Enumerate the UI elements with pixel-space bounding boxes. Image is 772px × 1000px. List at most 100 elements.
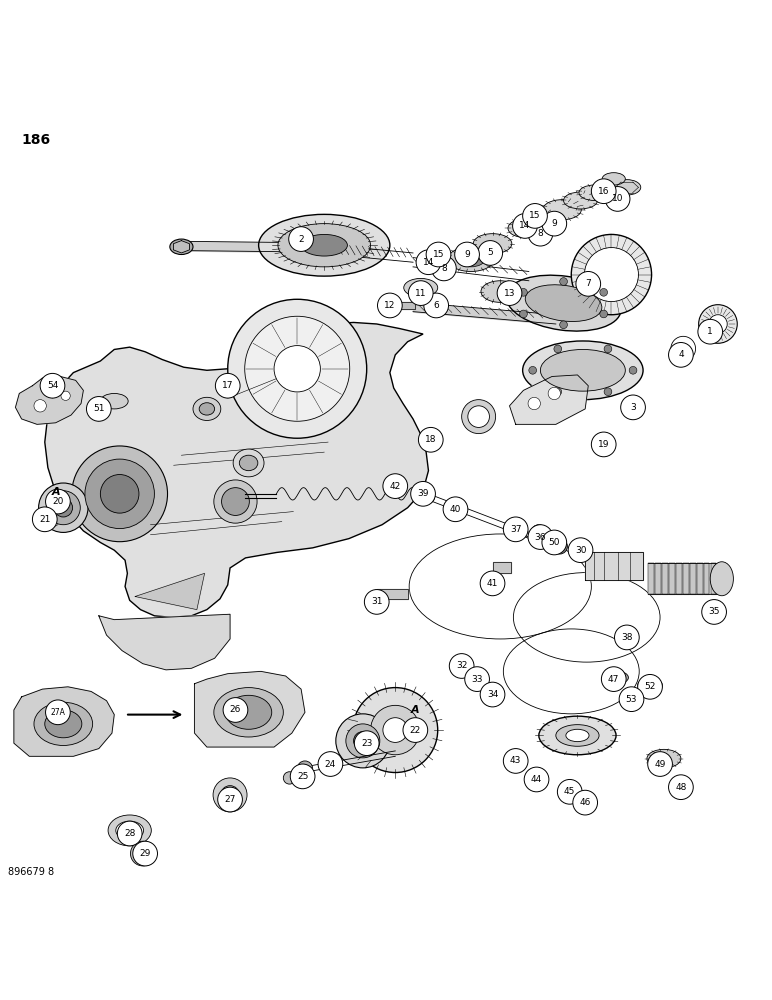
Text: 49: 49: [655, 760, 665, 769]
Circle shape: [698, 319, 723, 344]
Circle shape: [604, 345, 611, 353]
Ellipse shape: [100, 393, 128, 409]
Ellipse shape: [170, 239, 193, 255]
Ellipse shape: [116, 821, 144, 840]
Ellipse shape: [540, 531, 559, 549]
Ellipse shape: [278, 224, 371, 267]
Ellipse shape: [371, 705, 420, 755]
Text: 32: 32: [456, 661, 467, 670]
Ellipse shape: [602, 173, 625, 185]
Text: 30: 30: [575, 546, 586, 555]
Circle shape: [600, 288, 608, 296]
Ellipse shape: [566, 729, 589, 742]
Text: 27A: 27A: [50, 708, 66, 717]
Text: 54: 54: [47, 381, 58, 390]
Ellipse shape: [525, 210, 556, 225]
Ellipse shape: [571, 234, 652, 315]
Circle shape: [503, 517, 528, 542]
Text: 29: 29: [140, 849, 151, 858]
Circle shape: [283, 772, 296, 784]
Polygon shape: [14, 687, 114, 756]
Ellipse shape: [199, 403, 215, 415]
Text: 40: 40: [450, 505, 461, 514]
Polygon shape: [683, 563, 689, 594]
Ellipse shape: [506, 275, 621, 331]
Ellipse shape: [346, 724, 380, 758]
Circle shape: [133, 841, 157, 866]
Circle shape: [422, 491, 435, 503]
Circle shape: [568, 538, 593, 563]
Text: 6: 6: [433, 301, 439, 310]
Ellipse shape: [72, 446, 168, 542]
Ellipse shape: [552, 539, 567, 554]
Ellipse shape: [274, 346, 320, 392]
Ellipse shape: [46, 491, 80, 525]
Circle shape: [424, 293, 449, 318]
Circle shape: [455, 242, 479, 267]
Text: 38: 38: [621, 633, 632, 642]
Circle shape: [497, 281, 522, 305]
Text: 46: 46: [580, 798, 591, 807]
Ellipse shape: [584, 248, 638, 302]
Ellipse shape: [233, 449, 264, 477]
Circle shape: [418, 427, 443, 452]
Text: 4: 4: [678, 350, 684, 359]
Circle shape: [223, 698, 248, 722]
Polygon shape: [377, 589, 408, 599]
Circle shape: [318, 752, 343, 776]
Ellipse shape: [643, 681, 657, 689]
Circle shape: [523, 204, 547, 228]
Text: 19: 19: [598, 440, 609, 449]
Text: 12: 12: [384, 301, 395, 310]
Ellipse shape: [623, 692, 643, 703]
Ellipse shape: [613, 180, 641, 195]
Circle shape: [289, 227, 313, 251]
Ellipse shape: [470, 672, 484, 686]
Polygon shape: [45, 322, 428, 617]
Text: 10: 10: [612, 194, 623, 203]
Text: 44: 44: [531, 775, 542, 784]
Text: 20: 20: [52, 497, 63, 506]
Ellipse shape: [710, 562, 733, 596]
Circle shape: [524, 767, 549, 792]
Circle shape: [117, 821, 142, 846]
Circle shape: [619, 687, 644, 712]
Ellipse shape: [228, 299, 367, 438]
Ellipse shape: [638, 678, 662, 692]
Circle shape: [411, 481, 435, 506]
Circle shape: [34, 400, 46, 412]
Text: 15: 15: [530, 211, 540, 220]
Text: 45: 45: [564, 787, 575, 796]
Text: 17: 17: [222, 381, 233, 390]
Circle shape: [40, 373, 65, 398]
Circle shape: [218, 787, 242, 812]
Text: 8: 8: [441, 264, 447, 273]
Text: 23: 23: [361, 739, 372, 748]
Text: 14: 14: [520, 221, 530, 230]
Circle shape: [573, 790, 598, 815]
Circle shape: [648, 752, 672, 776]
Text: 42: 42: [390, 482, 401, 491]
Circle shape: [548, 387, 560, 400]
Polygon shape: [15, 376, 83, 424]
Text: 5: 5: [487, 248, 493, 257]
Circle shape: [528, 525, 553, 549]
Text: 9: 9: [464, 250, 470, 259]
Text: 24: 24: [325, 760, 336, 769]
Circle shape: [480, 571, 505, 596]
Text: 14: 14: [423, 258, 434, 267]
Ellipse shape: [455, 658, 471, 674]
Polygon shape: [690, 563, 696, 594]
Circle shape: [557, 779, 582, 804]
Ellipse shape: [564, 786, 578, 794]
Text: 2: 2: [298, 235, 304, 244]
Circle shape: [629, 366, 637, 374]
Ellipse shape: [607, 671, 628, 684]
Ellipse shape: [225, 695, 272, 729]
Ellipse shape: [473, 234, 512, 254]
Ellipse shape: [383, 718, 408, 742]
Ellipse shape: [108, 815, 151, 846]
Text: 3: 3: [630, 403, 636, 412]
Text: 9: 9: [551, 219, 557, 228]
Ellipse shape: [539, 716, 616, 755]
